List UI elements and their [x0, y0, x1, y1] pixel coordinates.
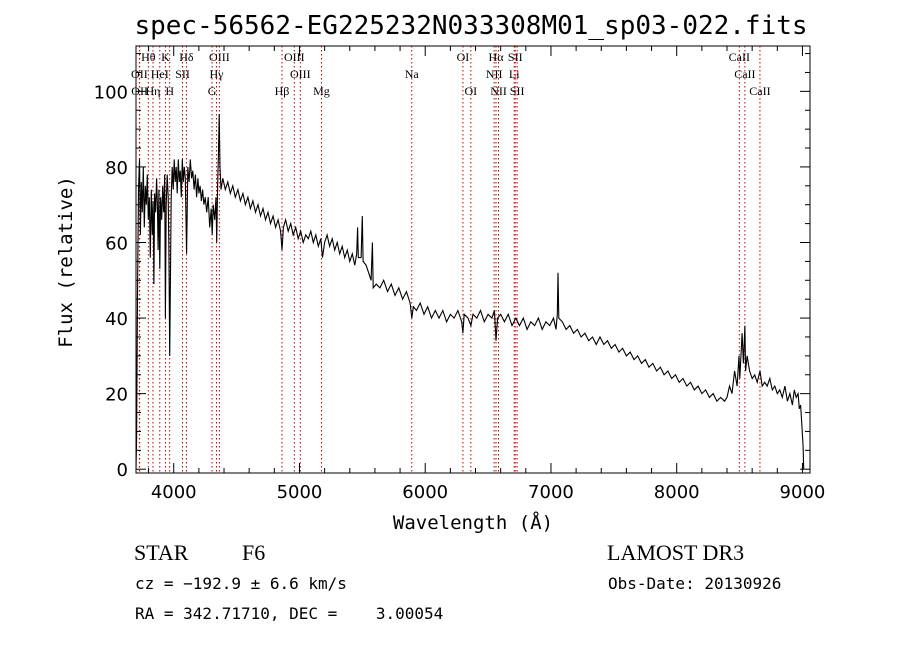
- plot-frame: [135, 45, 811, 474]
- line-label: Hα: [489, 50, 505, 64]
- x-tick-label: 7000: [528, 482, 574, 503]
- line-label: OII: [131, 67, 148, 81]
- spectral-line-markers: [138, 46, 761, 473]
- redshift-velocity: cz = −192.9 ± 6.6 km/s: [135, 574, 347, 593]
- x-tick-label: 9000: [780, 482, 826, 503]
- coordinates: RA = 342.71710, DEC = 3.00054: [135, 604, 444, 623]
- line-label: NII: [486, 67, 503, 81]
- line-label: OI: [457, 50, 470, 64]
- line-label: Hγ: [209, 67, 224, 81]
- line-label: G: [208, 84, 217, 98]
- y-axis-ticks: 0 20 40 60 80 100: [94, 53, 810, 481]
- line-label: CaII: [729, 50, 750, 64]
- y-tick-label: 60: [105, 233, 128, 254]
- line-label: Na: [405, 67, 420, 81]
- x-tick-label: 4000: [151, 482, 197, 503]
- line-label: Hη: [145, 84, 160, 98]
- object-subclass: F6: [242, 540, 266, 565]
- line-label: CaII: [734, 67, 755, 81]
- observation-date: Obs-Date: 20130926: [608, 574, 782, 593]
- survey-name: LAMOST DR3: [607, 540, 745, 565]
- line-label: SII: [510, 84, 525, 98]
- y-tick-label: 100: [94, 82, 128, 103]
- y-tick-label: 40: [105, 309, 128, 330]
- y-tick-label: 80: [105, 158, 128, 179]
- y-tick-label: 0: [117, 460, 128, 481]
- y-axis-label: Flux (relative): [55, 176, 77, 348]
- line-label: H: [165, 84, 174, 98]
- line-label: SII: [175, 67, 190, 81]
- y-tick-label: 20: [105, 385, 128, 406]
- x-axis-label: Wavelength (Å): [393, 511, 553, 534]
- line-label: HeI: [151, 67, 169, 81]
- line-label: Li: [509, 67, 520, 81]
- chart-title: spec-56562-EG225232N033308M01_sp03-022.f…: [134, 11, 807, 41]
- x-tick-label: 5000: [277, 482, 323, 503]
- line-label: NII: [490, 84, 507, 98]
- line-label: Hδ: [179, 50, 194, 64]
- line-label: OIII: [209, 50, 230, 64]
- line-label: OI: [465, 84, 478, 98]
- line-label: Hθ: [141, 50, 156, 64]
- line-label: SII: [508, 50, 523, 64]
- line-label: K: [161, 50, 170, 64]
- x-tick-label: 8000: [654, 482, 700, 503]
- line-label: OIII: [290, 67, 311, 81]
- x-tick-label: 6000: [402, 482, 448, 503]
- spectrum-line: [135, 113, 805, 470]
- line-label: CaII: [749, 84, 770, 98]
- x-axis-ticks: 4000 5000 6000 7000 8000 9000: [148, 46, 826, 503]
- line-label: Hβ: [275, 84, 290, 98]
- object-class: STAR: [134, 540, 189, 565]
- line-label: OIII: [284, 50, 305, 64]
- line-label: Mg: [313, 84, 330, 98]
